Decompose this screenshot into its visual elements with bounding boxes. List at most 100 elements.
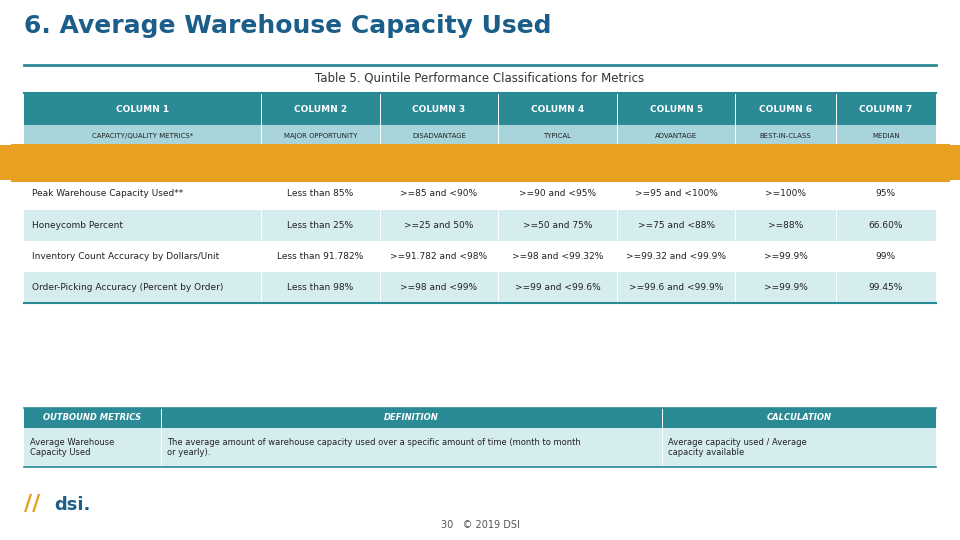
Bar xyxy=(735,241,835,272)
Bar xyxy=(0,145,960,180)
Bar xyxy=(617,93,735,125)
Text: COLUMN 3: COLUMN 3 xyxy=(413,105,466,113)
Text: COLUMN 1: COLUMN 1 xyxy=(116,105,169,113)
Bar xyxy=(735,210,835,241)
Text: Less than 91.782%: Less than 91.782% xyxy=(277,252,364,261)
Text: CALCULATION: CALCULATION xyxy=(767,414,831,422)
Text: >=25 and 50%: >=25 and 50% xyxy=(404,221,473,230)
Bar xyxy=(835,147,936,178)
Text: >=99.6 and <99.9%: >=99.6 and <99.9% xyxy=(629,284,723,292)
Bar xyxy=(380,272,498,303)
Bar xyxy=(617,241,735,272)
Text: >=85 and <91.6%: >=85 and <91.6% xyxy=(634,158,719,167)
Text: MEDIAN: MEDIAN xyxy=(872,133,900,139)
Text: >=99.9%: >=99.9% xyxy=(763,252,807,261)
Bar xyxy=(380,210,498,241)
Text: DISADVANTAGE: DISADVANTAGE xyxy=(412,133,466,139)
Bar xyxy=(662,428,936,467)
Text: >=98 and <99%: >=98 and <99% xyxy=(400,284,477,292)
Text: 99%: 99% xyxy=(876,252,896,261)
Bar xyxy=(835,178,936,210)
Bar xyxy=(948,145,960,180)
Bar xyxy=(261,93,380,125)
Bar xyxy=(24,125,261,147)
Bar xyxy=(735,178,835,210)
Text: Peak Warehouse Capacity Used**: Peak Warehouse Capacity Used** xyxy=(32,190,183,198)
Text: TYPICAL: TYPICAL xyxy=(543,133,571,139)
Text: dsi.: dsi. xyxy=(55,496,91,514)
Bar xyxy=(261,210,380,241)
Bar xyxy=(498,93,617,125)
Text: ∕∕: ∕∕ xyxy=(24,494,40,514)
Text: >=98 and <99.32%: >=98 and <99.32% xyxy=(512,252,603,261)
Bar xyxy=(735,93,835,125)
Bar xyxy=(24,408,160,428)
Bar xyxy=(617,147,735,178)
Text: >=99.9%: >=99.9% xyxy=(763,284,807,292)
Bar xyxy=(261,125,380,147)
Text: Less than 85%: Less than 85% xyxy=(287,190,353,198)
Text: >=90 and <95%: >=90 and <95% xyxy=(519,190,596,198)
Bar xyxy=(24,272,261,303)
Text: DEFINITION: DEFINITION xyxy=(384,414,439,422)
Bar xyxy=(617,272,735,303)
Bar xyxy=(735,125,835,147)
Bar xyxy=(160,428,662,467)
Bar xyxy=(498,210,617,241)
Bar xyxy=(160,408,662,428)
Text: >=75 and <88%: >=75 and <88% xyxy=(637,221,714,230)
Text: Less than 25%: Less than 25% xyxy=(287,221,353,230)
Bar xyxy=(261,147,380,178)
Text: >=88%: >=88% xyxy=(768,221,804,230)
Bar xyxy=(498,241,617,272)
Text: COLUMN 2: COLUMN 2 xyxy=(294,105,347,113)
Text: >=100%: >=100% xyxy=(765,190,806,198)
Bar xyxy=(835,272,936,303)
Text: Order-Picking Accuracy (Percent by Order): Order-Picking Accuracy (Percent by Order… xyxy=(32,284,223,292)
Bar xyxy=(735,272,835,303)
Bar xyxy=(735,147,835,178)
Text: COLUMN 6: COLUMN 6 xyxy=(759,105,812,113)
Bar xyxy=(24,93,261,125)
Text: The average amount of warehouse capacity used over a specific amount of time (mo: The average amount of warehouse capacity… xyxy=(167,438,580,457)
Bar xyxy=(835,93,936,125)
Text: 84%: 84% xyxy=(876,158,896,167)
Bar xyxy=(24,428,160,467)
Text: Honeycomb Percent: Honeycomb Percent xyxy=(32,221,123,230)
Bar xyxy=(261,178,380,210)
Text: Table 5. Quintile Performance Classifications for Metrics: Table 5. Quintile Performance Classifica… xyxy=(316,71,644,84)
Bar xyxy=(12,145,948,180)
Bar xyxy=(617,178,735,210)
Text: >=70 and <80%: >=70 and <80% xyxy=(400,158,477,167)
Text: 30   © 2019 DSI: 30 © 2019 DSI xyxy=(441,520,519,530)
Bar xyxy=(380,125,498,147)
Text: COLUMN 4: COLUMN 4 xyxy=(531,105,584,113)
Text: Average capacity used / Average
capacity available: Average capacity used / Average capacity… xyxy=(668,438,807,457)
Text: ADVANTAGE: ADVANTAGE xyxy=(655,133,697,139)
Bar xyxy=(261,272,380,303)
Bar xyxy=(835,125,936,147)
Text: Inventory Count Accuracy by Dollars/Unit: Inventory Count Accuracy by Dollars/Unit xyxy=(32,252,219,261)
Text: 6. Average Warehouse Capacity Used: 6. Average Warehouse Capacity Used xyxy=(24,14,551,37)
Text: COLUMN 5: COLUMN 5 xyxy=(650,105,703,113)
Text: Average Warehouse
Capacity Used: Average Warehouse Capacity Used xyxy=(30,438,114,457)
Bar xyxy=(498,272,617,303)
Bar xyxy=(380,93,498,125)
Bar xyxy=(498,125,617,147)
Bar xyxy=(24,241,261,272)
Text: >=50 and 75%: >=50 and 75% xyxy=(523,221,592,230)
Text: >=91.782 and <98%: >=91.782 and <98% xyxy=(391,252,488,261)
Text: >=99.32 and <99.9%: >=99.32 and <99.9% xyxy=(626,252,726,261)
Bar xyxy=(835,241,936,272)
Text: MAJOR OPPORTUNITY: MAJOR OPPORTUNITY xyxy=(283,133,357,139)
Text: >=99 and <99.6%: >=99 and <99.6% xyxy=(515,284,600,292)
Bar xyxy=(261,241,380,272)
Bar xyxy=(662,408,936,428)
Text: Average Warehouse Capacity Used**: Average Warehouse Capacity Used** xyxy=(32,158,199,167)
Text: OUTBOUND METRICS: OUTBOUND METRICS xyxy=(43,414,141,422)
Bar xyxy=(24,210,261,241)
Bar xyxy=(380,147,498,178)
Text: CAPACITY/QUALITY METRICS*: CAPACITY/QUALITY METRICS* xyxy=(92,133,193,139)
Bar xyxy=(835,210,936,241)
Text: >=80 and <85%: >=80 and <85% xyxy=(519,158,596,167)
